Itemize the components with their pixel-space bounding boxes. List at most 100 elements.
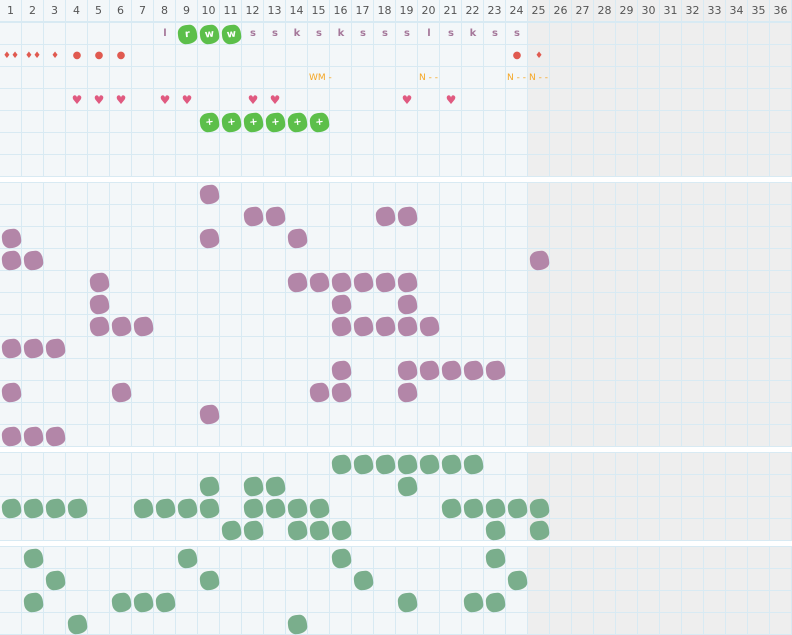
column-header-13[interactable]: 13 <box>264 0 286 22</box>
grid-cell[interactable] <box>176 475 198 497</box>
grid-cell[interactable] <box>506 569 528 591</box>
grid-cell[interactable] <box>418 133 440 155</box>
grid-cell[interactable] <box>330 249 352 271</box>
grid-cell[interactable] <box>462 337 484 359</box>
double-drop-icon[interactable]: ♦♦ <box>2 51 20 61</box>
grid-cell[interactable] <box>528 183 550 205</box>
grid-cell[interactable] <box>44 359 66 381</box>
grid-cell[interactable] <box>682 519 704 541</box>
grid-cell[interactable] <box>330 23 352 45</box>
grid-cell[interactable] <box>616 89 638 111</box>
grid-cell[interactable] <box>132 591 154 613</box>
grid-cell[interactable] <box>638 67 660 89</box>
grid-cell[interactable] <box>88 133 110 155</box>
grid-cell[interactable] <box>572 133 594 155</box>
grid-cell[interactable] <box>0 403 22 425</box>
grid-cell[interactable] <box>264 155 286 177</box>
grid-cell[interactable] <box>660 271 682 293</box>
column-header-26[interactable]: 26 <box>550 0 572 22</box>
grid-cell[interactable] <box>22 497 44 519</box>
grid-cell[interactable] <box>770 183 792 205</box>
grid-cell[interactable] <box>506 293 528 315</box>
grid-cell[interactable] <box>638 591 660 613</box>
grid-cell[interactable] <box>154 425 176 447</box>
grid-cell[interactable] <box>374 547 396 569</box>
grid-cell[interactable] <box>154 45 176 67</box>
grid-cell[interactable] <box>66 425 88 447</box>
grid-cell[interactable] <box>704 183 726 205</box>
grid-cell[interactable] <box>242 205 264 227</box>
grid-cell[interactable] <box>638 519 660 541</box>
grid-cell[interactable] <box>748 569 770 591</box>
grid-cell[interactable] <box>198 381 220 403</box>
grid-cell[interactable] <box>550 45 572 67</box>
grid-cell[interactable] <box>154 315 176 337</box>
grid-cell[interactable] <box>770 337 792 359</box>
grid-cell[interactable] <box>66 23 88 45</box>
grid-cell[interactable] <box>594 183 616 205</box>
grid-cell[interactable] <box>704 155 726 177</box>
grid-cell[interactable] <box>572 45 594 67</box>
grid-cell[interactable] <box>770 453 792 475</box>
grid-cell[interactable] <box>528 315 550 337</box>
grid-cell[interactable] <box>242 425 264 447</box>
grid-cell[interactable] <box>462 45 484 67</box>
grid-cell[interactable] <box>176 359 198 381</box>
grid-cell[interactable] <box>66 89 88 111</box>
grid-cell[interactable] <box>616 453 638 475</box>
letter-mark[interactable]: s <box>272 28 278 39</box>
grid-cell[interactable] <box>572 475 594 497</box>
grid-cell[interactable] <box>308 293 330 315</box>
grid-cell[interactable] <box>132 133 154 155</box>
grid-cell[interactable] <box>572 381 594 403</box>
grid-cell[interactable] <box>264 45 286 67</box>
grid-cell[interactable] <box>66 547 88 569</box>
grid-cell[interactable] <box>242 293 264 315</box>
grid-cell[interactable] <box>704 227 726 249</box>
grid-cell[interactable] <box>220 89 242 111</box>
grid-cell[interactable] <box>484 359 506 381</box>
grid-cell[interactable] <box>572 183 594 205</box>
grid-cell[interactable] <box>286 249 308 271</box>
grid-cell[interactable] <box>264 613 286 635</box>
column-header-9[interactable]: 9 <box>176 0 198 22</box>
grid-cell[interactable] <box>308 23 330 45</box>
grid-cell[interactable] <box>550 569 572 591</box>
grid-cell[interactable] <box>0 337 22 359</box>
grid-cell[interactable] <box>638 205 660 227</box>
grid-cell[interactable] <box>110 315 132 337</box>
grid-cell[interactable] <box>396 337 418 359</box>
grid-cell[interactable] <box>264 293 286 315</box>
heart-icon[interactable]: ♥ <box>71 93 83 107</box>
column-header-29[interactable]: 29 <box>616 0 638 22</box>
grid-cell[interactable] <box>330 425 352 447</box>
grid-cell[interactable] <box>308 227 330 249</box>
grid-cell[interactable] <box>528 425 550 447</box>
grid-cell[interactable] <box>88 475 110 497</box>
grid-cell[interactable] <box>264 315 286 337</box>
grid-cell[interactable] <box>110 183 132 205</box>
grid-cell[interactable] <box>88 425 110 447</box>
grid-cell[interactable] <box>66 249 88 271</box>
grid-cell[interactable] <box>682 133 704 155</box>
heart-icon[interactable]: ♥ <box>269 93 281 107</box>
grid-cell[interactable] <box>418 89 440 111</box>
grid-cell[interactable] <box>528 45 550 67</box>
grid-cell[interactable] <box>418 547 440 569</box>
grid-cell[interactable] <box>528 547 550 569</box>
grid-cell[interactable] <box>682 497 704 519</box>
grid-cell[interactable] <box>308 249 330 271</box>
grid-cell[interactable] <box>22 381 44 403</box>
grid-cell[interactable] <box>396 547 418 569</box>
grid-cell[interactable] <box>748 591 770 613</box>
grid-cell[interactable] <box>704 519 726 541</box>
grid-cell[interactable] <box>308 205 330 227</box>
grid-cell[interactable] <box>198 315 220 337</box>
grid-cell[interactable] <box>352 547 374 569</box>
grid-cell[interactable] <box>374 293 396 315</box>
grid-cell[interactable] <box>110 205 132 227</box>
grid-cell[interactable] <box>726 381 748 403</box>
grid-cell[interactable] <box>154 475 176 497</box>
grid-cell[interactable] <box>484 613 506 635</box>
grid-cell[interactable] <box>88 67 110 89</box>
